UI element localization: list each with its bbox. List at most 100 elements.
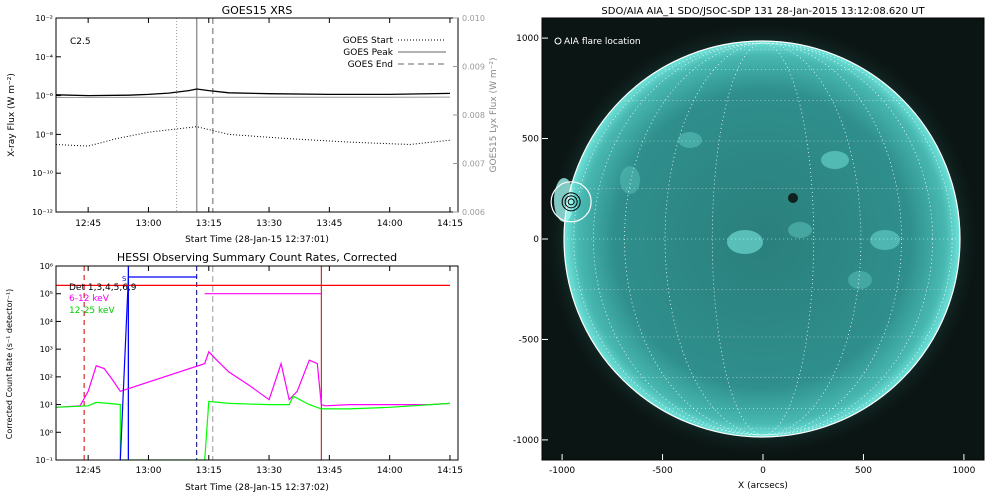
hessi-x-tick-label: 14:15 — [437, 466, 463, 476]
flare-marker — [550, 181, 592, 223]
hessi-y-tick-label: 10⁰ — [40, 428, 53, 437]
aia-image — [544, 21, 980, 457]
hessi-title: HESSI Observing Summary Count Rates, Cor… — [117, 251, 397, 264]
hessi-s-marker: S — [122, 275, 127, 283]
goes-x-tick-label: 14:00 — [377, 219, 403, 229]
hessi-x-tick-label: 13:00 — [135, 466, 161, 476]
goes-plot-frame — [55, 17, 459, 213]
hessi-plot-frame — [55, 265, 459, 461]
flare-circle — [550, 181, 592, 223]
hessi-x-tick-label: 13:30 — [256, 466, 282, 476]
goes-y2-tick-label: 0.009 — [462, 63, 485, 72]
hessi-series-group — [56, 276, 451, 460]
active-region-1 — [727, 230, 763, 254]
goes-x-axis-label: Start Time (28-Jan-15 12:37:01) — [185, 235, 329, 245]
hessi-x-tick-label: 12:45 — [75, 466, 101, 476]
goes-y-tick-label: 10⁻⁶ — [35, 92, 53, 101]
hessi-series-1 — [56, 395, 451, 460]
goes-y2-axis-label: GOES15 Lyx Flux (W m⁻²) — [489, 58, 499, 173]
aia-x-tick-label: 0 — [760, 466, 766, 476]
legend-goes-peak: GOES Peak — [343, 48, 393, 58]
goes-series-0 — [56, 88, 451, 97]
hessi-y-tick-label: 10² — [40, 373, 53, 382]
hessi-y-tick-label: 10⁻¹ — [35, 456, 53, 465]
goes-x-tick-label: 13:00 — [135, 219, 161, 229]
hessi-axes: 12:45 13:00 13:15 13:30 13:45 14:00 14:15 10⁻¹ 1… — [35, 262, 463, 476]
heliographic-grid — [567, 42, 959, 436]
goes-annotation: C2.5 — [70, 37, 91, 47]
hessi-x-axis-label: Start Time (28-Jan-15 12:37:02) — [185, 483, 329, 493]
active-region-4 — [678, 132, 702, 148]
goes-x-tick-label: 14:15 — [437, 219, 463, 229]
active-region-7 — [848, 271, 872, 289]
aia-y-tick-label: 500 — [522, 135, 539, 145]
goes-panel: GOES15 XRS 12:45 13:00 13:15 13:30 13:45 14:0… — [7, 4, 499, 245]
aia-x-tick-label: 500 — [855, 466, 872, 476]
longitude-line — [711, 42, 815, 436]
aia-x-tick-label: -1000 — [549, 466, 575, 476]
goes-title: GOES15 XRS — [222, 4, 293, 17]
hessi-det-label: Det 1,3,4,5,6,9 — [69, 283, 137, 293]
legend-goes-start: GOES Start — [343, 36, 394, 46]
aia-annotation: AIA flare location — [564, 37, 641, 47]
aia-y-tick-label: 0 — [533, 235, 539, 245]
active-region-5 — [788, 222, 812, 238]
flare-contour — [567, 198, 575, 206]
hessi-x-tick-label: 13:45 — [316, 466, 342, 476]
goes-y2-tick-label: 0.008 — [462, 111, 485, 120]
goes-x-tick-label: 13:45 — [316, 219, 342, 229]
aia-x-tick-label: -500 — [652, 466, 673, 476]
flare-contour — [564, 195, 578, 209]
goes-event-lines — [176, 18, 214, 212]
hessi-band2-label: 12-25 keV — [69, 306, 115, 316]
hessi-series-3 — [119, 276, 197, 460]
hessi-y-tick-label: 10¹ — [40, 401, 53, 410]
goes-y-axis-label: X-ray Flux (W m⁻²) — [7, 73, 17, 157]
goes-series-2 — [56, 126, 451, 147]
active-region-3 — [870, 230, 900, 250]
aia-x-tick-label: 1000 — [952, 466, 975, 476]
active-region-2 — [821, 151, 849, 169]
aia-axes: -1000 -500 0 500 1000 -1000 -500 0 500 1000 — [513, 34, 976, 476]
solar-limb — [563, 40, 961, 438]
longitude-line — [664, 42, 862, 436]
goes-y2-tick-label: 0.006 — [462, 208, 485, 217]
aia-x-axis-label: X (arcsecs) — [738, 481, 788, 491]
dark-spot — [788, 193, 798, 203]
hessi-series-0 — [56, 350, 451, 408]
goes-y2-tick-label: 0.010 — [462, 14, 485, 23]
goes-legend: GOES Start GOES Peak GOES End — [343, 36, 446, 70]
goes-y-tick-label: 10⁻⁸ — [35, 130, 53, 139]
hessi-x-tick-label: 14:00 — [377, 466, 403, 476]
goes-axes: 12:45 13:00 13:15 13:30 13:45 14:00 14:15 10⁻¹²… — [32, 14, 485, 229]
legend-goes-end: GOES End — [348, 60, 393, 70]
goes-series-group — [56, 88, 451, 147]
goes-y-tick-label: 10⁻⁴ — [35, 53, 53, 62]
goes-x-tick-label: 13:15 — [196, 219, 222, 229]
aia-y-tick-label: -500 — [519, 335, 540, 345]
flare-contour — [561, 192, 581, 212]
goes-x-tick-label: 12:45 — [75, 219, 101, 229]
hessi-y-tick-label: 10⁶ — [40, 262, 53, 271]
goes-y-tick-label: 10⁻² — [35, 14, 53, 23]
aia-panel: SDO/AIA AIA_1 SDO/JSOC-SDP 131 28-Jan-20… — [513, 6, 985, 491]
active-region-6 — [620, 166, 640, 194]
goes-y-tick-label: 10⁻¹⁰ — [32, 169, 53, 178]
legend-flare-symbol — [554, 37, 562, 45]
hessi-x-tick-label: 13:15 — [196, 466, 222, 476]
aia-y-tick-label: -1000 — [513, 436, 539, 446]
hessi-y-tick-label: 10⁴ — [40, 317, 53, 326]
aia-y-tick-label: 1000 — [516, 34, 539, 44]
hessi-y-axis-label: Corrected Count Rate (s⁻¹ detector⁻¹) — [5, 289, 14, 440]
hessi-y-tick-label: 10⁵ — [40, 290, 53, 299]
longitude-line — [593, 42, 933, 436]
longitude-line — [624, 42, 902, 436]
goes-x-tick-label: 13:30 — [256, 219, 282, 229]
hessi-event-lines — [83, 266, 322, 460]
hessi-band1-label: 6-12 keV — [69, 294, 110, 304]
aia-title: SDO/AIA AIA_1 SDO/JSOC-SDP 131 28-Jan-20… — [601, 6, 925, 17]
hessi-panel: HESSI Observing Summary Count Rates, Cor… — [5, 251, 463, 493]
hessi-y-tick-label: 10³ — [40, 345, 53, 354]
goes-y-tick-label: 10⁻¹² — [32, 208, 53, 217]
